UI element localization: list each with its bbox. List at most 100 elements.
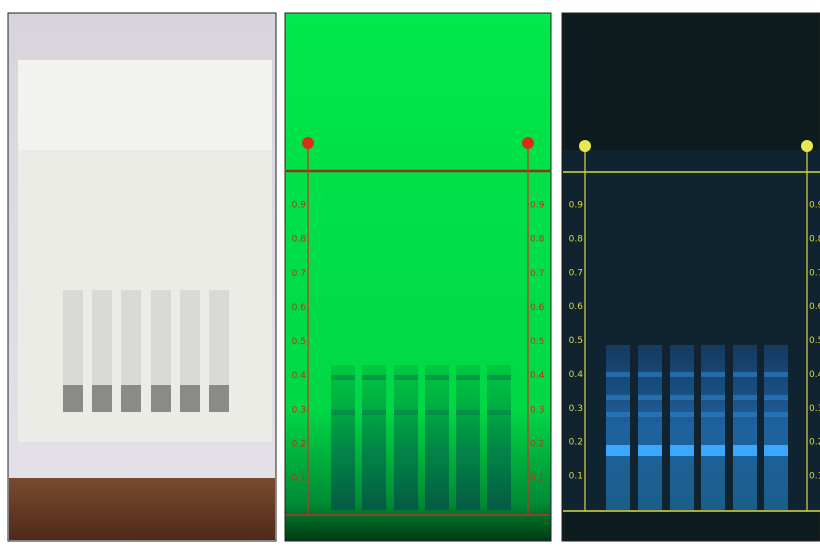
marker — [302, 137, 314, 149]
band — [638, 395, 662, 400]
scale-label: 0.5 — [530, 337, 544, 347]
scale-label: 0.9 — [569, 201, 584, 211]
band — [701, 412, 725, 417]
band — [394, 458, 418, 463]
table-surface — [9, 478, 275, 540]
band — [670, 372, 694, 377]
marker — [522, 137, 534, 149]
scale-label: 0.3 — [569, 404, 583, 414]
band — [638, 372, 662, 377]
scale-label: 0.2 — [530, 439, 544, 449]
scale-label: 0.3 — [809, 404, 820, 414]
tlc-plate-images: 0.9 0.9 0.8 0.8 0.7 0.7 0.6 0.6 0.5 0.5 0.4 0.4 0.3 0… — [0, 0, 820, 542]
lane-trace — [151, 290, 171, 385]
lane — [670, 345, 694, 510]
lane — [606, 345, 630, 510]
scale-label: 0.7 — [569, 268, 583, 278]
spot — [180, 385, 200, 412]
scale-label: 0.1 — [809, 472, 820, 482]
band — [733, 395, 757, 400]
lane-trace — [209, 290, 229, 385]
lane — [733, 345, 757, 510]
scale-label: 0.6 — [809, 302, 820, 312]
photo-panel — [8, 13, 276, 541]
band — [764, 372, 788, 377]
band — [487, 375, 511, 380]
band — [606, 395, 630, 400]
lane — [764, 345, 788, 510]
scale-label: 0.6 — [569, 302, 584, 312]
scale-label: 0.1 — [569, 472, 583, 482]
band — [670, 395, 694, 400]
lane-trace — [63, 290, 83, 385]
scale-label: 0.2 — [809, 438, 820, 448]
band — [456, 410, 480, 415]
band — [394, 447, 418, 452]
scale-label: 0.7 — [292, 269, 306, 279]
band — [362, 458, 386, 463]
scale-label: 0.8 — [569, 234, 584, 244]
band — [638, 445, 662, 456]
scale-label: 0.5 — [809, 336, 820, 346]
scale-label: 0.2 — [569, 438, 583, 448]
band — [670, 412, 694, 417]
spot — [92, 385, 112, 412]
scale-label: 0.3 — [530, 405, 544, 415]
band — [733, 412, 757, 417]
band — [487, 447, 511, 452]
band — [701, 445, 725, 456]
scale-label: 0.4 — [292, 371, 307, 381]
band — [733, 445, 757, 456]
lane-trace — [180, 290, 200, 385]
band — [456, 447, 480, 452]
lane — [487, 365, 511, 510]
lane-trace — [121, 290, 141, 385]
band — [331, 447, 355, 452]
band — [606, 412, 630, 417]
spot — [63, 385, 83, 412]
lane — [394, 365, 418, 510]
scale-label: 0.8 — [530, 235, 545, 245]
lane — [331, 365, 355, 510]
scale-label: 0.4 — [569, 370, 584, 380]
marker — [801, 140, 813, 152]
scale-label: 0.7 — [530, 269, 544, 279]
lane-trace — [92, 290, 112, 385]
band — [701, 372, 725, 377]
band — [487, 410, 511, 415]
band — [764, 412, 788, 417]
lane — [425, 365, 449, 510]
band — [425, 447, 449, 452]
lane — [456, 365, 480, 510]
band — [331, 375, 355, 380]
band — [733, 372, 757, 377]
band — [456, 375, 480, 380]
lane — [638, 345, 662, 510]
band — [362, 410, 386, 415]
band — [606, 445, 630, 456]
band — [456, 458, 480, 463]
plate-top — [18, 60, 272, 150]
spot — [209, 385, 229, 412]
scale-label: 0.5 — [292, 337, 306, 347]
band — [331, 458, 355, 463]
scale-label: 0.8 — [292, 235, 307, 245]
band — [394, 375, 418, 380]
uv366-panel: 0.90.90.80.80.70.70.60.60.50.50.40.40.30… — [562, 13, 820, 541]
band — [394, 410, 418, 415]
scale-label: 0.2 — [292, 439, 306, 449]
spot — [121, 385, 141, 412]
scale-label: 0.9 — [530, 201, 545, 211]
band — [362, 375, 386, 380]
band — [606, 372, 630, 377]
band — [638, 412, 662, 417]
band — [764, 395, 788, 400]
marker — [579, 140, 591, 152]
scale-label: 0.6 — [292, 303, 307, 313]
band — [670, 445, 694, 456]
scale-label: 0.3 — [292, 405, 306, 415]
scale-label: 0.4 — [809, 370, 820, 380]
band — [701, 395, 725, 400]
scale-label: 0.9 — [292, 201, 307, 211]
